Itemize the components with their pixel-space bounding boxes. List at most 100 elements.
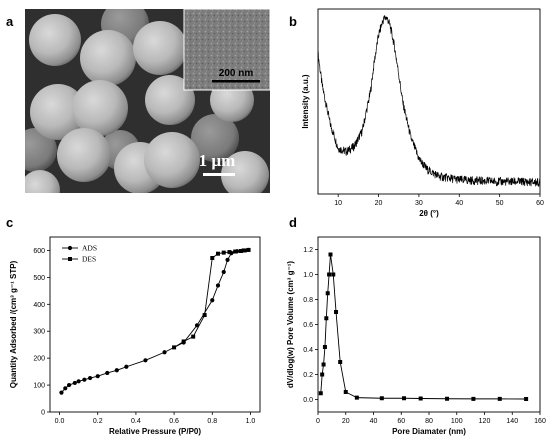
data-point-series-0 bbox=[524, 397, 529, 401]
data-point-series-0 bbox=[445, 396, 450, 401]
data-point-series-0 bbox=[471, 396, 476, 401]
y-tick-label: 100 bbox=[33, 383, 45, 390]
data-point-series-0 bbox=[321, 362, 326, 367]
scale-bar-label: 1 µm bbox=[199, 151, 236, 170]
x-tick-label: 50 bbox=[496, 200, 504, 207]
data-point-series-0 bbox=[331, 272, 336, 277]
plot-frame bbox=[317, 236, 541, 413]
series-line-series-0 bbox=[320, 254, 527, 400]
y-tick-label: 0.2 bbox=[303, 372, 313, 379]
x-tick-label: 30 bbox=[415, 200, 423, 207]
data-point-series-0 bbox=[402, 396, 407, 401]
data-point-ads bbox=[87, 375, 93, 381]
x-axis-title: 2θ (°) bbox=[419, 209, 439, 218]
x-tick-label: 80 bbox=[425, 418, 433, 425]
y-tick-label: 0 bbox=[41, 410, 45, 417]
data-point-ads bbox=[72, 380, 77, 386]
legend-marker bbox=[68, 257, 72, 261]
sem-image: 200 nm 1 µm bbox=[25, 9, 270, 193]
legend-entry: DES bbox=[82, 255, 96, 264]
data-point-ads bbox=[105, 370, 110, 376]
data-point-des bbox=[181, 339, 186, 344]
x-tick-label: 20 bbox=[375, 200, 383, 207]
x-tick-label: 0.6 bbox=[169, 418, 179, 425]
y-tick-label: 500 bbox=[33, 275, 45, 282]
data-point-des bbox=[210, 256, 215, 260]
data-point-des bbox=[242, 248, 247, 253]
data-point-series-0 bbox=[324, 316, 329, 321]
data-point-series-0 bbox=[379, 396, 384, 401]
y-axis-title: Intensity (a.u.) bbox=[301, 74, 310, 129]
x-tick-label: 0.0 bbox=[55, 418, 65, 425]
data-point-ads bbox=[221, 269, 226, 275]
x-tick-label: 1.0 bbox=[246, 418, 256, 425]
data-point-ads bbox=[59, 390, 64, 395]
data-point-des bbox=[246, 247, 251, 252]
x-tick-label: 0 bbox=[316, 418, 320, 425]
y-tick-label: 0.8 bbox=[303, 297, 313, 304]
series-line-ads bbox=[61, 249, 249, 393]
data-point-series-0 bbox=[325, 291, 330, 296]
data-point-ads bbox=[210, 298, 215, 303]
data-point-ads bbox=[66, 382, 72, 388]
data-point-des bbox=[221, 250, 226, 255]
data-point-ads bbox=[194, 323, 200, 328]
panel-c: c 0.0 0.2 0.4 0.6 0.8 1.0 0 100 200 300 400 500 600 R… bbox=[6, 215, 261, 436]
data-point-series-0 bbox=[328, 252, 333, 257]
x-axis-title: Pore Diamater (nm) bbox=[392, 427, 466, 436]
x-tick-label: 10 bbox=[334, 200, 342, 207]
x-tick-label: 60 bbox=[397, 418, 405, 425]
y-tick-label: 600 bbox=[33, 248, 45, 255]
chart-c: 0.0 0.2 0.4 0.6 0.8 1.0 0 100 200 300 400 500 600 Rel… bbox=[9, 236, 261, 436]
data-point-series-0 bbox=[327, 272, 332, 277]
data-point-ads bbox=[162, 350, 167, 355]
data-point-series-0 bbox=[322, 345, 327, 349]
panel-letter-b: b bbox=[289, 14, 297, 29]
data-point-series-0 bbox=[338, 360, 343, 364]
data-point-ads bbox=[95, 374, 100, 379]
x-tick-label: 40 bbox=[455, 200, 463, 207]
panel-letter-d: d bbox=[289, 215, 297, 230]
x-tick-label: 160 bbox=[534, 418, 546, 425]
inset-scale-label: 200 nm bbox=[219, 68, 254, 79]
panel-b: b 10 20 30 40 50 60 2θ (°) Intensity (a.u.) bbox=[289, 8, 544, 218]
panel-d: d 0 20 40 60 80 100 120 140 160 0.0 0.2 0.4 0.6 0.8 1.… bbox=[286, 215, 546, 436]
data-point-des bbox=[216, 251, 220, 256]
x-tick-label: 40 bbox=[370, 418, 378, 425]
y-tick-label: 1.2 bbox=[303, 247, 313, 254]
data-point-des bbox=[227, 250, 232, 255]
data-point-ads bbox=[225, 257, 230, 262]
data-point-des bbox=[233, 249, 238, 254]
chart-b: 10 20 30 40 50 60 2θ (°) Intensity (a.u.) bbox=[301, 8, 544, 218]
x-tick-label: 0.8 bbox=[207, 418, 217, 425]
y-tick-label: 0.0 bbox=[303, 397, 313, 404]
x-tick-label: 60 bbox=[536, 200, 544, 207]
legend-entry: ADS bbox=[82, 244, 97, 253]
y-axis-title: dV/dlog(w) Pore Volume (cm³ g⁻¹) bbox=[286, 261, 295, 389]
x-tick-label: 140 bbox=[506, 418, 518, 425]
data-point-series-0 bbox=[318, 391, 323, 396]
data-point-ads bbox=[114, 368, 119, 373]
xrd-trace bbox=[317, 15, 541, 187]
panel-letter-c: c bbox=[6, 215, 13, 230]
data-point-series-0 bbox=[497, 396, 502, 401]
data-point-ads bbox=[124, 364, 129, 369]
data-point-series-0 bbox=[343, 390, 348, 394]
x-axis-title: Relative Pressure (P/P0) bbox=[109, 427, 201, 436]
plot-frame bbox=[49, 236, 261, 413]
y-tick-label: 300 bbox=[33, 329, 45, 336]
data-point-ads bbox=[143, 358, 148, 363]
y-tick-label: 200 bbox=[33, 356, 45, 363]
data-point-ads bbox=[76, 379, 81, 384]
data-point-ads bbox=[215, 283, 221, 288]
data-point-ads bbox=[63, 386, 68, 391]
y-tick-label: 0.4 bbox=[303, 347, 313, 354]
scale-bar: 1 µm bbox=[199, 151, 236, 176]
data-point-ads bbox=[82, 377, 87, 382]
x-tick-label: 100 bbox=[451, 418, 463, 425]
plot-frame bbox=[317, 8, 541, 195]
x-tick-label: 0.4 bbox=[131, 418, 141, 425]
panel-letter-a: a bbox=[6, 14, 14, 29]
data-point-des bbox=[172, 345, 177, 350]
